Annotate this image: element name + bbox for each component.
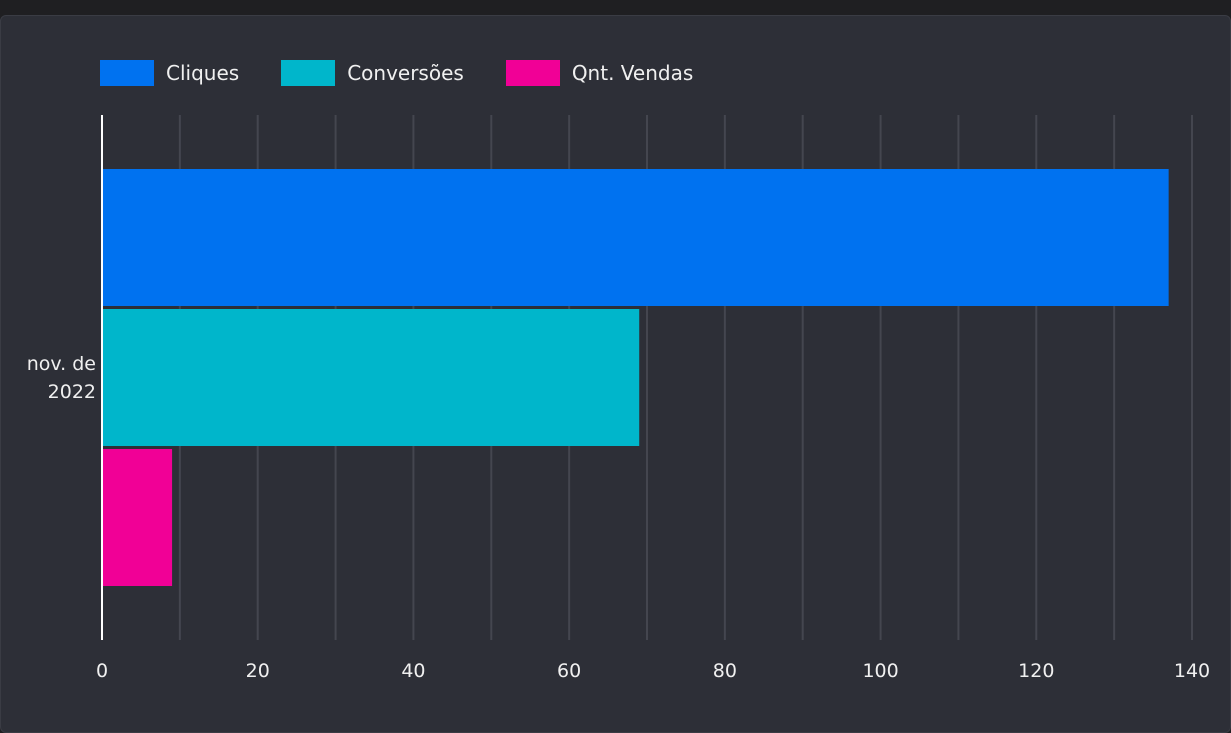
legend-swatch [100, 60, 154, 86]
x-tick-label: 60 [557, 660, 581, 682]
legend-item: Qnt. Vendas [505, 60, 694, 86]
x-tick-label: 0 [96, 660, 108, 682]
legend-item: Cliques [100, 60, 239, 86]
y-tick-label: nov. de 2022 [26, 352, 96, 403]
x-tick-label: 100 [862, 660, 898, 682]
legend-label: Cliques [166, 61, 240, 85]
bar [102, 449, 173, 586]
legend-swatch [281, 60, 336, 86]
x-tick-label: 80 [713, 660, 737, 682]
x-tick-label: 120 [1018, 660, 1054, 682]
legend-label: Qnt. Vendas [571, 61, 694, 85]
bar [102, 169, 1169, 306]
legend-label: Conversões [347, 61, 464, 85]
bar [102, 309, 640, 446]
legend-item: Conversões [281, 60, 464, 86]
legend: Cliques Conversões Qnt. Vendas [100, 60, 693, 86]
x-tick-label: 20 [246, 660, 270, 682]
x-tick-label: 40 [401, 660, 425, 682]
legend-swatch [505, 60, 560, 86]
x-tick-label: 140 [1174, 660, 1210, 682]
